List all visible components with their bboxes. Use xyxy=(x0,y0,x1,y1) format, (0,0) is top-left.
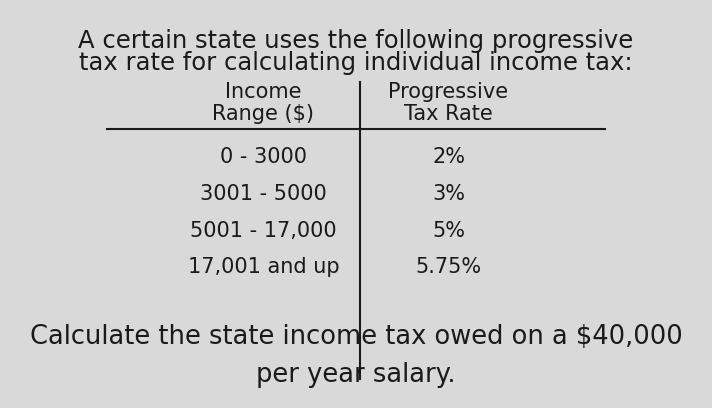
Text: tax rate for calculating individual income tax:: tax rate for calculating individual inco… xyxy=(79,51,633,75)
Text: Income: Income xyxy=(225,82,302,102)
Text: Range ($): Range ($) xyxy=(212,104,315,124)
Text: A certain state uses the following progressive: A certain state uses the following progr… xyxy=(78,29,634,53)
Text: Progressive: Progressive xyxy=(389,82,508,102)
Text: per year salary.: per year salary. xyxy=(256,362,456,388)
Text: 5.75%: 5.75% xyxy=(416,257,481,277)
Text: 5%: 5% xyxy=(432,220,465,241)
Text: 3%: 3% xyxy=(432,184,465,204)
Text: Calculate the state income tax owed on a $40,000: Calculate the state income tax owed on a… xyxy=(30,324,682,350)
Text: Tax Rate: Tax Rate xyxy=(404,104,493,124)
Text: 5001 - 17,000: 5001 - 17,000 xyxy=(190,220,337,241)
Text: 17,001 and up: 17,001 and up xyxy=(188,257,339,277)
Text: 3001 - 5000: 3001 - 5000 xyxy=(200,184,327,204)
Text: 2%: 2% xyxy=(432,147,465,167)
Text: 0 - 3000: 0 - 3000 xyxy=(220,147,307,167)
